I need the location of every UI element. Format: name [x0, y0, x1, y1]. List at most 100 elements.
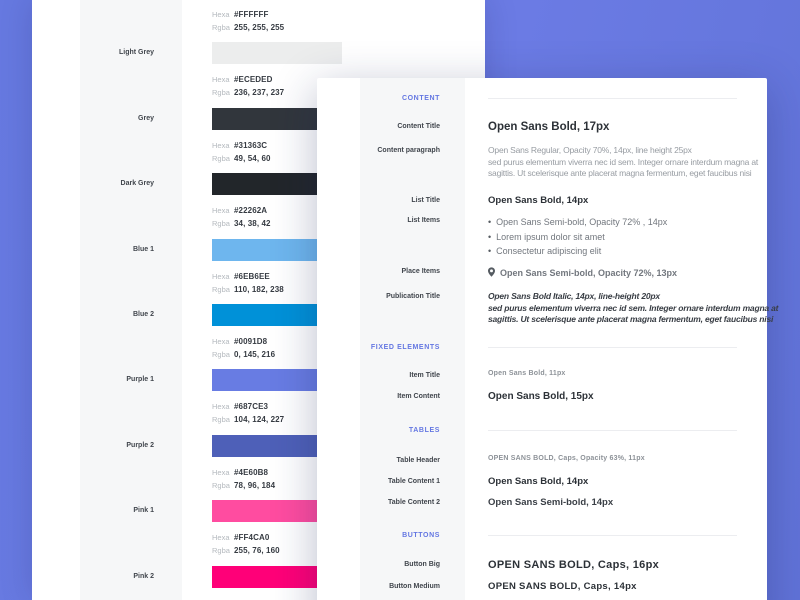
rgba-row: Rgba 255, 255, 255 [212, 17, 284, 35]
colors-list: Hexa #FFFFFF Rgba 255, 255, 255 Light Grey… [32, 0, 485, 600]
hexa-key-label: Hexa [212, 10, 230, 19]
row-label: Table Header [396, 457, 440, 464]
color-entry: Dark Grey Hexa #22262A Rgba 34, 38, 42 [32, 173, 485, 238]
section-row-fixed-elements: FIXED ELEMENTS [360, 344, 737, 351]
hexa-row: Hexa #6EB6EE [212, 266, 270, 284]
publication-line: sagittis. Ut scelerisque ante placerat m… [488, 314, 774, 324]
color-entry: Purple 2 Hexa #4E60B8 Rgba 78, 96, 184 [32, 434, 485, 500]
color-swatch [212, 238, 342, 261]
row-table-header: Table Header OPEN SANS BOLD, Caps, Opaci… [360, 455, 737, 464]
bullet-icon: • [488, 231, 492, 242]
list-item-text: Open Sans Semi-bold, Opacity 72% , 14px [496, 217, 668, 227]
type-sample-place-items: Open Sans Semi-bold, Opacity 72%, 13px [488, 266, 677, 278]
list-item: • Consectetur adipiscing elit [488, 244, 667, 259]
hexa-row: Hexa #FFFFFF [212, 4, 268, 22]
rgba-value: 49, 54, 60 [234, 153, 271, 163]
paragraph-line: sed purus elementum viverra nec id sem. … [488, 156, 759, 167]
type-sample-list-title: Open Sans Bold, 14px [488, 195, 589, 206]
color-entry: Grey Hexa #31363C Rgba 49, 54, 60 [32, 107, 485, 173]
color-entry: Purple 1 Hexa #687CE3 Rgba 104, 124, 227 [32, 369, 485, 434]
paragraph-line: Open Sans Regular, Opacity 70%, 14px, li… [488, 145, 692, 155]
hexa-row: Hexa #687CE3 [212, 396, 268, 414]
hexa-value: #0091D8 [234, 336, 268, 346]
typography-panel: CONTENT Content Title Open Sans Bold, 17… [317, 78, 778, 600]
color-entry: Blue 1 Hexa #6EB6EE Rgba 110, 182, 238 [32, 238, 485, 304]
row-place-items: Place Items Open Sans Semi-bold, Opacity… [360, 266, 737, 278]
type-sample-button-big: OPEN SANS BOLD, Caps, 16px [488, 559, 660, 571]
row-label: Table Content 2 [388, 499, 440, 506]
color-swatch [212, 434, 342, 457]
hexa-key-label: Hexa [212, 206, 230, 216]
bullet-icon: • [488, 217, 492, 227]
colors-label-column [80, 0, 182, 600]
divider [488, 430, 737, 431]
color-swatch [212, 107, 342, 130]
color-name-label: Light Grey [118, 49, 154, 57]
hexa-key-label: Hexa [212, 533, 230, 543]
type-sample-item-content: Open Sans Bold, 15px [488, 391, 594, 402]
section-row-content: CONTENT [360, 95, 737, 102]
rgba-key-label: Rgba [212, 415, 230, 425]
hexa-row: Hexa #FF4CA0 [212, 527, 269, 545]
hexa-value: #22262A [234, 206, 268, 216]
color-entry: Blue 2 Hexa #0091D8 Rgba 0, 145, 216 [32, 303, 485, 369]
hexa-row: Hexa #4E60B8 [212, 462, 268, 480]
type-sample-button-medium: OPEN SANS BOLD, Caps, 14px [488, 581, 637, 592]
rgba-value: 110, 182, 238 [234, 284, 284, 294]
publication-line: sed purus elementum viverra nec id sem. … [488, 302, 779, 313]
row-label: Content paragraph [377, 147, 440, 154]
rgba-row: Rgba 0, 145, 216 [212, 344, 275, 362]
hexa-row: Hexa #0091D8 [212, 331, 267, 349]
row-item-content: Item Content Open Sans Bold, 15px [360, 391, 737, 402]
rgba-value: 34, 38, 42 [234, 219, 271, 229]
row-label: Button Medium [389, 583, 440, 590]
hexa-row: Hexa #31363C [212, 135, 267, 153]
divider [488, 98, 737, 99]
color-name-label: Pink 1 [133, 507, 154, 515]
color-entry: Pink 2 Hexa#FF0078 Rgba [32, 565, 485, 600]
hexa-value: #6EB6EE [234, 271, 270, 281]
row-label: Table Content 1 [388, 478, 440, 485]
section-row-buttons: BUTTONS [360, 532, 737, 539]
list-item: • Open Sans Semi-bold, Opacity 72% , 14px [488, 215, 667, 230]
row-table-content-1: Table Content 1 Open Sans Bold, 14px [360, 476, 737, 487]
hexa-value: #FF4CA0 [234, 533, 270, 543]
row-content-paragraph: Content paragraph Open Sans Regular, Opa… [360, 145, 758, 180]
hexa-key-label: Hexa [212, 336, 230, 346]
row-label: Item Content [397, 393, 440, 400]
type-sample-table-content-1: Open Sans Bold, 14px [488, 476, 589, 487]
row-label: Button Big [404, 561, 440, 568]
rgba-key-label: Rgba [212, 219, 230, 229]
bullet-icon: • [488, 246, 492, 257]
color-name-label: Grey [138, 114, 154, 122]
typography-label-column [360, 78, 465, 600]
list-item: • Lorem ipsum dolor sit amet [488, 230, 667, 245]
rgba-value: 0, 145, 216 [234, 349, 276, 359]
color-swatch [212, 565, 342, 588]
hexa-value: #ECEDED [234, 75, 273, 85]
color-swatch [212, 173, 342, 196]
place-items-text: Open Sans Semi-bold, Opacity 72%, 13px [500, 268, 678, 278]
row-item-title: Item Title Open Sans Bold, 11px [360, 370, 737, 379]
rgba-key-label: Rgba [212, 546, 230, 556]
row-publication-title: Publication Title Open Sans Bold Italic,… [360, 291, 778, 326]
row-table-content-2: Table Content 2 Open Sans Semi-bold, 14p… [360, 497, 737, 508]
type-sample-publication-title: Open Sans Bold Italic, 14px, line-height… [488, 291, 778, 326]
type-sample-item-title: Open Sans Bold, 11px [488, 370, 566, 377]
color-entry: Hexa #FFFFFF Rgba 255, 255, 255 [32, 0, 485, 42]
section-header-buttons: BUTTONS [402, 532, 440, 539]
row-label: Publication Title [386, 293, 440, 300]
rgba-row: Rgba 34, 38, 42 [212, 213, 271, 231]
rgba-value: 255, 255, 255 [234, 23, 285, 32]
section-header-tables: TABLES [408, 427, 440, 434]
color-name-label: Blue 2 [132, 310, 154, 318]
row-label: Content Title [397, 123, 440, 130]
color-swatch [212, 42, 342, 65]
color-name-label: Purple 1 [126, 376, 154, 384]
row-button-medium: Button Medium OPEN SANS BOLD, Caps, 14px [360, 581, 737, 592]
rgba-value: 236, 237, 237 [234, 88, 285, 98]
row-content-title: Content Title Open Sans Bold, 17px [360, 121, 737, 133]
rgba-key-label: Rgba [212, 480, 230, 490]
rgba-row: Rgba 255, 76, 160 [212, 540, 280, 558]
